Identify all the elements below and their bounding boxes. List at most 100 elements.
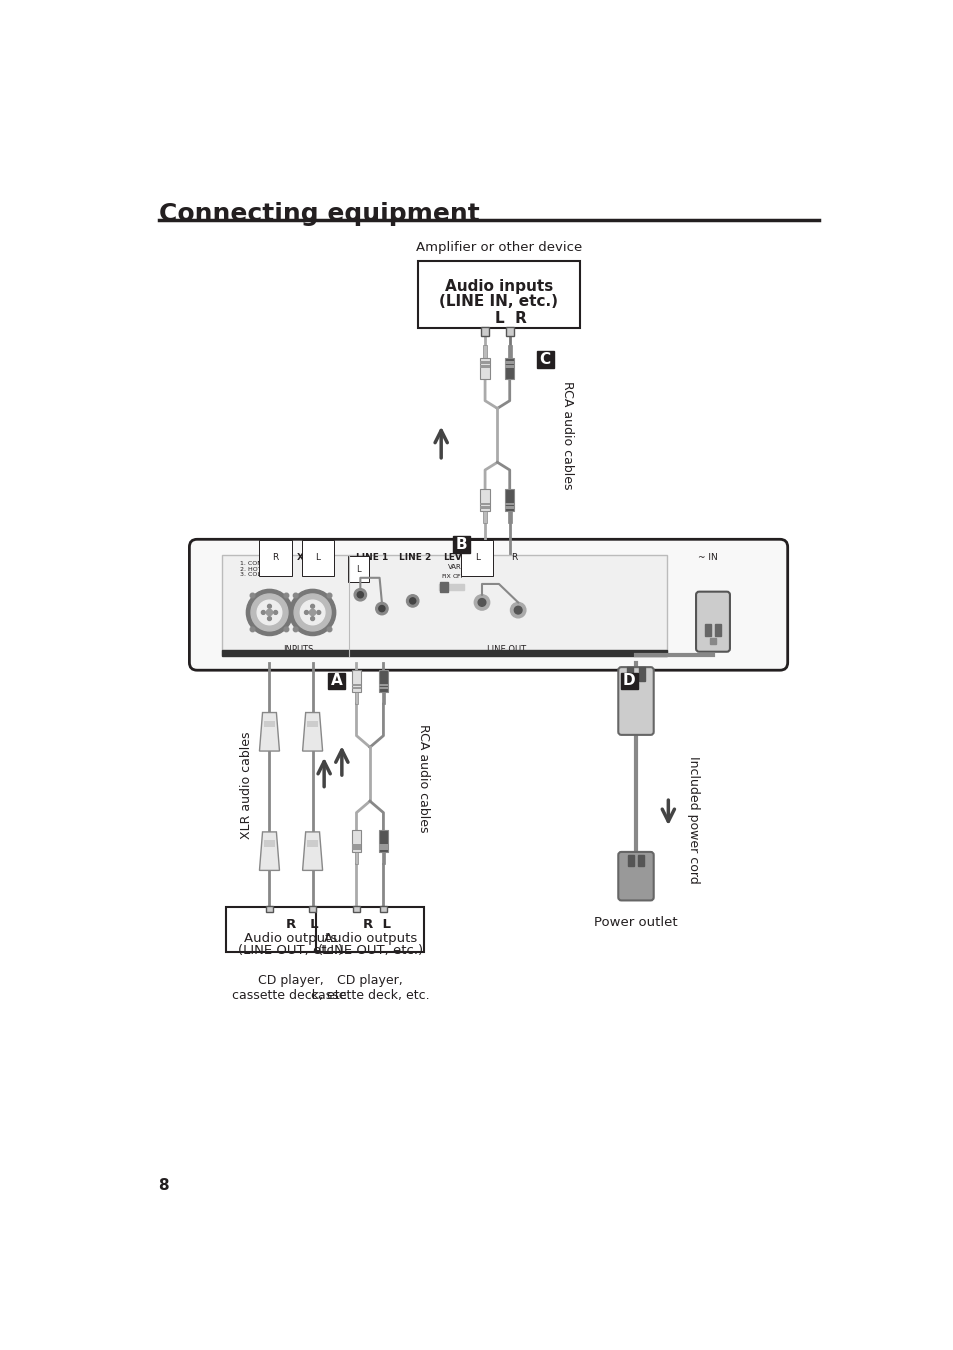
Bar: [378, 830, 388, 852]
Bar: [378, 844, 388, 846]
Bar: [355, 691, 358, 705]
Text: L  R: L R: [494, 312, 526, 327]
Bar: [505, 327, 513, 336]
Circle shape: [375, 602, 388, 614]
Bar: [379, 906, 387, 913]
Bar: [537, 351, 553, 369]
Text: RCA audio cables: RCA audio cables: [560, 381, 574, 490]
Text: XLR audio cables: XLR audio cables: [239, 732, 253, 840]
Circle shape: [311, 617, 314, 621]
Bar: [316, 907, 424, 952]
Bar: [709, 637, 716, 644]
Bar: [482, 346, 486, 358]
Bar: [307, 721, 317, 728]
Bar: [417, 261, 579, 328]
Circle shape: [284, 628, 289, 632]
Circle shape: [300, 601, 325, 625]
Text: LINE 2: LINE 2: [398, 554, 431, 562]
Text: LEVEL: LEVEL: [443, 554, 474, 562]
Bar: [504, 489, 514, 510]
Bar: [480, 366, 489, 367]
Circle shape: [327, 628, 332, 632]
Bar: [440, 582, 448, 591]
Text: R   L: R L: [286, 918, 318, 932]
Bar: [221, 555, 666, 655]
Bar: [480, 489, 489, 510]
Bar: [264, 840, 274, 846]
Bar: [504, 504, 514, 505]
Circle shape: [406, 595, 418, 608]
Bar: [504, 366, 514, 367]
Circle shape: [250, 593, 254, 598]
Polygon shape: [259, 832, 279, 871]
Text: FIX: FIX: [440, 574, 451, 579]
Circle shape: [378, 606, 385, 612]
Text: A: A: [331, 674, 342, 688]
Bar: [352, 684, 361, 686]
Bar: [307, 840, 317, 846]
Bar: [352, 848, 361, 849]
Bar: [620, 672, 637, 690]
Text: Included power cord: Included power cord: [686, 756, 700, 884]
Bar: [480, 327, 488, 336]
Bar: [482, 510, 486, 524]
Bar: [378, 684, 388, 686]
Bar: [378, 670, 388, 691]
Text: (LINE OUT, etc.): (LINE OUT, etc.): [238, 944, 343, 957]
Circle shape: [266, 609, 273, 616]
Bar: [352, 830, 361, 852]
Text: 1. COMMON
2. HOT (+)
3. COLD (-): 1. COMMON 2. HOT (+) 3. COLD (-): [240, 560, 277, 578]
Polygon shape: [302, 713, 322, 751]
Bar: [438, 585, 463, 590]
Bar: [507, 346, 511, 358]
Bar: [221, 651, 666, 656]
Polygon shape: [302, 832, 322, 871]
Bar: [628, 855, 634, 865]
Bar: [504, 506, 514, 509]
Text: Connecting equipment: Connecting equipment: [158, 202, 478, 225]
Text: R  L: R L: [362, 918, 390, 932]
Text: B: B: [455, 537, 467, 552]
Circle shape: [274, 610, 277, 614]
Circle shape: [289, 590, 335, 636]
Circle shape: [477, 598, 485, 606]
Bar: [353, 906, 360, 913]
FancyBboxPatch shape: [696, 591, 729, 652]
Circle shape: [474, 595, 489, 610]
Bar: [504, 362, 514, 363]
Circle shape: [304, 610, 308, 614]
Bar: [480, 362, 489, 363]
Circle shape: [293, 628, 297, 632]
Circle shape: [250, 628, 254, 632]
Text: XLR: XLR: [296, 554, 315, 562]
Bar: [309, 906, 316, 913]
Bar: [507, 510, 511, 524]
Circle shape: [284, 593, 289, 598]
Text: L: L: [356, 564, 361, 574]
Circle shape: [267, 605, 271, 609]
Circle shape: [267, 617, 271, 621]
Circle shape: [311, 605, 314, 609]
Bar: [378, 848, 388, 849]
Circle shape: [327, 593, 332, 598]
Bar: [225, 907, 356, 952]
Text: L: L: [315, 554, 320, 562]
Circle shape: [246, 590, 293, 636]
Text: Audio outputs: Audio outputs: [323, 931, 416, 945]
Circle shape: [294, 594, 331, 630]
Circle shape: [293, 593, 297, 598]
Bar: [352, 670, 361, 691]
Bar: [639, 667, 644, 680]
Bar: [328, 672, 345, 690]
Bar: [352, 687, 361, 690]
Bar: [504, 358, 514, 379]
Bar: [378, 687, 388, 690]
Circle shape: [251, 594, 288, 630]
Text: (LINE OUT, etc.): (LINE OUT, etc.): [317, 944, 422, 957]
Text: INPUTS: INPUTS: [283, 645, 314, 653]
Circle shape: [309, 609, 315, 616]
Bar: [352, 844, 361, 846]
Text: Power outlet: Power outlet: [594, 915, 677, 929]
Text: Audio inputs: Audio inputs: [444, 279, 553, 294]
Circle shape: [257, 601, 281, 625]
